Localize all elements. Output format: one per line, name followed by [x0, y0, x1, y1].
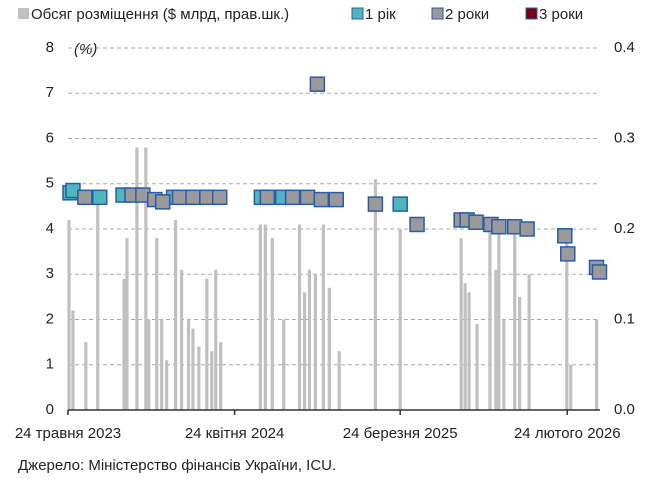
y-tick-label: 2: [46, 310, 54, 327]
bar: [205, 278, 209, 410]
marker: [91, 189, 108, 206]
marker: [392, 196, 408, 212]
marker: [284, 189, 301, 206]
bar: [327, 287, 331, 410]
legend-label: 1 рік: [365, 6, 396, 23]
marker: [591, 264, 608, 280]
y-tick-label: 4: [46, 220, 54, 237]
x-tick-label: 24 травня 2023: [15, 425, 121, 442]
bar: [297, 224, 302, 410]
marker: [409, 216, 425, 233]
marker: [328, 191, 344, 208]
y-tick-label: 6: [46, 129, 54, 146]
bar: [569, 364, 573, 410]
bar: [155, 238, 159, 410]
bar: [214, 269, 218, 410]
source: Джерело: Міністерство фінансів України, …: [18, 457, 336, 474]
marker: [259, 189, 276, 206]
bar: [263, 224, 267, 410]
legend-label: Обсяг розміщення ($ млрд, прав.шк.): [31, 6, 289, 23]
annotation: (%): [74, 41, 97, 58]
bar: [513, 229, 517, 410]
bar: [96, 197, 100, 410]
x-tick-label: 24 квітня 2024: [185, 425, 285, 442]
legend-swatch: [431, 7, 444, 20]
y-tick-label: 8: [46, 39, 54, 56]
bar: [565, 229, 569, 410]
marker: [491, 218, 507, 235]
bar: [210, 351, 214, 410]
x-tick-label: 24 лютого 2026: [514, 425, 621, 442]
marker: [171, 189, 188, 206]
bar: [398, 229, 402, 410]
marker: [299, 189, 316, 206]
bar: [67, 219, 71, 410]
bar: [518, 296, 522, 410]
bar: [463, 283, 467, 410]
y2-tick-label: 0.2: [614, 220, 635, 237]
y-tick-label: 3: [46, 265, 54, 282]
bar: [258, 224, 262, 410]
bar: [527, 274, 531, 410]
y-tick-label: 0: [46, 401, 54, 418]
marker: [557, 228, 573, 244]
marker: [154, 194, 171, 210]
marker: [211, 189, 228, 206]
bar: [191, 328, 195, 410]
bar: [197, 346, 201, 410]
y2-tick-label: 0.4: [614, 39, 635, 56]
bar: [494, 269, 498, 410]
y-tick-label: 7: [46, 84, 54, 101]
bar: [71, 310, 75, 410]
bar: [186, 319, 191, 410]
marker: [185, 189, 201, 206]
bar: [302, 292, 307, 410]
bar: [125, 238, 129, 410]
marker: [468, 214, 484, 230]
legend-swatch: [351, 7, 364, 20]
bar: [488, 224, 492, 410]
marker: [367, 196, 384, 212]
bar: [475, 324, 479, 410]
bar: [165, 360, 169, 410]
bar: [459, 238, 463, 410]
bar: [467, 292, 471, 410]
bar: [497, 219, 501, 410]
y2-tick-label: 0.3: [614, 129, 635, 146]
marker: [199, 189, 215, 206]
x-tick-label: 24 березня 2025: [343, 425, 458, 442]
bar: [307, 269, 312, 410]
y-tick-label: 1: [46, 356, 54, 373]
bar: [373, 179, 377, 410]
marker: [313, 191, 330, 208]
bar: [122, 278, 126, 410]
marker: [519, 221, 535, 237]
bar: [313, 274, 318, 410]
y-tick-label: 5: [46, 175, 54, 192]
bar: [270, 238, 274, 410]
bar: [594, 319, 599, 410]
marker: [560, 246, 576, 262]
bar: [144, 147, 148, 411]
legend-label: 3 роки: [539, 6, 583, 23]
legend-label: 2 роки: [445, 6, 489, 23]
bar: [321, 224, 325, 410]
marker: [309, 76, 326, 92]
bar: [502, 319, 506, 410]
bar: [179, 269, 184, 410]
y2-tick-label: 0.0: [614, 401, 635, 418]
legend-swatch: [18, 8, 29, 19]
bar: [173, 219, 178, 410]
bar: [135, 147, 139, 411]
y2-tick-label: 0.1: [614, 310, 635, 327]
bar: [219, 342, 223, 410]
bar: [282, 319, 286, 410]
bar: [147, 319, 151, 410]
bar: [160, 319, 164, 410]
marker: [77, 189, 93, 206]
bar: [337, 351, 341, 410]
legend-swatch: [525, 7, 538, 20]
bar: [84, 342, 88, 410]
